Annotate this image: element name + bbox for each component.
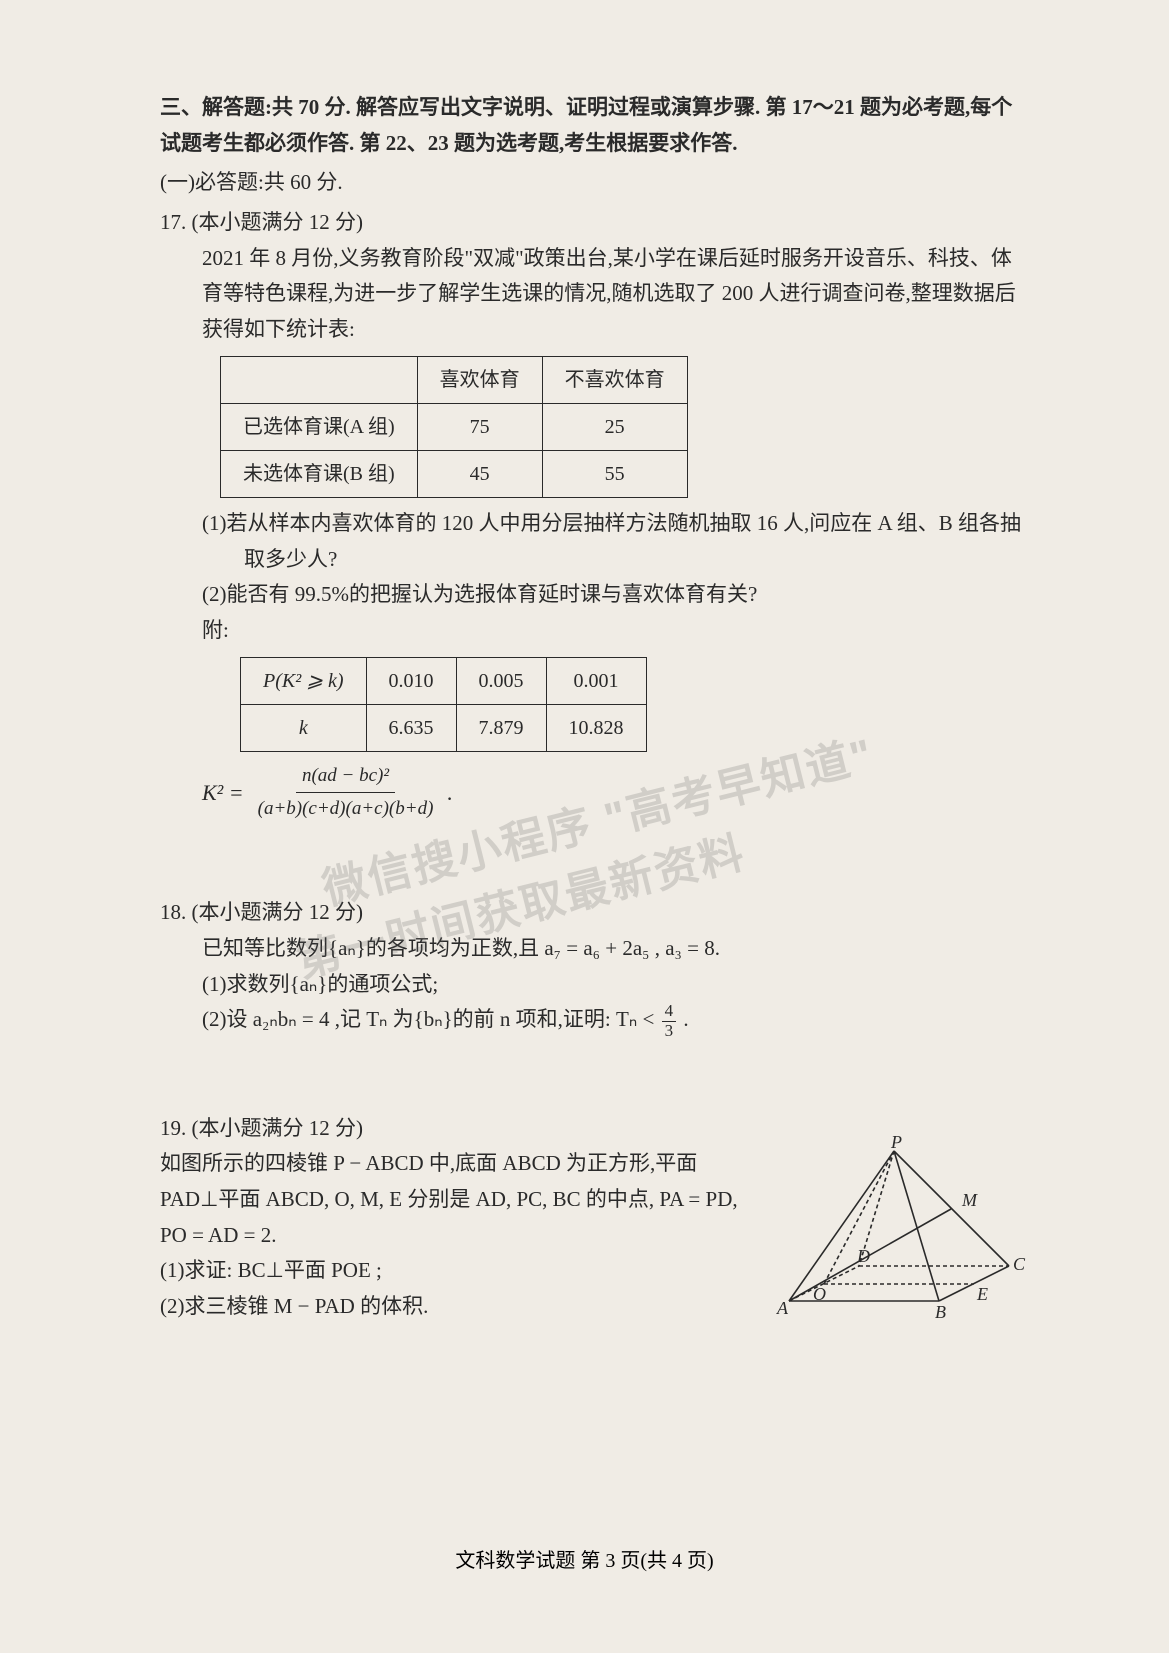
question-19: 19. (本小题满分 12 分) 如图所示的四棱锥 P − ABCD 中,底面 … xyxy=(160,1111,1029,1327)
t1-r1c1: 45 xyxy=(417,450,542,497)
q19-sub1: (1)求证: BC⊥平面 POE ; xyxy=(160,1253,739,1289)
t2-r0c0: P(K² ⩾ k) xyxy=(241,657,367,704)
q18-sub2: (2)设 a₂ₙbₙ = 4 ,记 Tₙ 为{bₙ}的前 n 项和,证明: Tₙ… xyxy=(202,1002,1029,1040)
t2-r1c2: 7.879 xyxy=(456,704,546,751)
t1-h1: 喜欢体育 xyxy=(417,356,542,403)
t1-r0c2: 25 xyxy=(542,403,687,450)
q17-sub1: (1)若从样本内喜欢体育的 120 人中用分层抽样方法随机抽取 16 人,问应在… xyxy=(202,506,1029,577)
q18-sub2-pre: (2)设 a₂ₙbₙ = 4 ,记 Tₙ 为{bₙ}的前 n 项和,证明: Tₙ… xyxy=(202,1007,660,1031)
t1-r1c2: 55 xyxy=(542,450,687,497)
q19-line1: 如图所示的四棱锥 P − ABCD 中,底面 ABCD 为正方形,平面 PAD⊥… xyxy=(160,1146,739,1253)
pyramid-diagram: P M C E B D O A xyxy=(769,1136,1029,1326)
question-18: 18. (本小题满分 12 分) 已知等比数列{aₙ}的各项均为正数,且 a₇ … xyxy=(160,895,1029,1040)
t2-r1c0: k xyxy=(241,704,367,751)
lbl-M: M xyxy=(961,1190,978,1210)
lbl-D: D xyxy=(856,1246,870,1266)
t2-r0c3: 0.001 xyxy=(546,657,646,704)
t1-h2: 不喜欢体育 xyxy=(542,356,687,403)
t2-r0c2: 0.005 xyxy=(456,657,546,704)
t2-r1c1: 6.635 xyxy=(366,704,456,751)
formula-frac: n(ad − bc)² (a+b)(c+d)(a+c)(b+d) xyxy=(252,760,440,826)
lbl-A: A xyxy=(776,1298,789,1318)
t1-r0c1: 75 xyxy=(417,403,542,450)
lbl-E: E xyxy=(976,1284,988,1304)
q18-frac-d: 3 xyxy=(662,1022,677,1041)
q17-formula: K² = n(ad − bc)² (a+b)(c+d)(a+c)(b+d) . xyxy=(202,760,1029,826)
t1-r0c0: 已选体育课(A 组) xyxy=(221,403,418,450)
formula-den: (a+b)(c+d)(a+c)(b+d) xyxy=(252,793,440,825)
q17-sub2: (2)能否有 99.5%的把握认为选报体育延时课与喜欢体育有关? xyxy=(202,577,1029,613)
lbl-P: P xyxy=(890,1136,902,1152)
q18-frac-n: 4 xyxy=(662,1002,677,1022)
q17-intro: 2021 年 8 月份,义务教育阶段"双减"政策出台,某小学在课后延时服务开设音… xyxy=(202,241,1029,348)
q18-frac: 4 3 xyxy=(662,1002,677,1040)
formula-end: . xyxy=(447,774,453,811)
lbl-B: B xyxy=(935,1302,946,1322)
q18-sub1: (1)求数列{aₙ}的通项公式; xyxy=(202,967,1029,1003)
q17-table1: 喜欢体育 不喜欢体育 已选体育课(A 组) 75 25 未选体育课(B 组) 4… xyxy=(220,356,688,498)
formula-num: n(ad − bc)² xyxy=(296,760,395,793)
q17-table2: P(K² ⩾ k) 0.010 0.005 0.001 k 6.635 7.87… xyxy=(240,657,647,752)
page-footer: 文科数学试题 第 3 页(共 4 页) xyxy=(0,1544,1169,1573)
lbl-C: C xyxy=(1013,1254,1026,1274)
q17-attach: 附: xyxy=(202,613,1029,649)
q18-intro: 已知等比数列{aₙ}的各项均为正数,且 a₇ = a₆ + 2a₅ , a₃ =… xyxy=(202,931,1029,967)
lbl-O: O xyxy=(813,1284,826,1304)
subsection-header: (一)必答题:共 60 分. xyxy=(160,165,1029,201)
t1-h0 xyxy=(221,356,418,403)
q17-number: 17. (本小题满分 12 分) xyxy=(160,205,1029,241)
section-header: 三、解答题:共 70 分. 解答应写出文字说明、证明过程或演算步骤. 第 17～… xyxy=(160,90,1029,161)
t2-r0c1: 0.010 xyxy=(366,657,456,704)
t2-r1c3: 10.828 xyxy=(546,704,646,751)
formula-lhs: K² = xyxy=(202,774,244,811)
q18-sub2-end: . xyxy=(683,1007,688,1031)
question-17: 17. (本小题满分 12 分) 2021 年 8 月份,义务教育阶段"双减"政… xyxy=(160,205,1029,825)
q19-sub2: (2)求三棱锥 M − PAD 的体积. xyxy=(160,1289,739,1325)
t1-r1c0: 未选体育课(B 组) xyxy=(221,450,418,497)
q18-number: 18. (本小题满分 12 分) xyxy=(160,895,1029,931)
